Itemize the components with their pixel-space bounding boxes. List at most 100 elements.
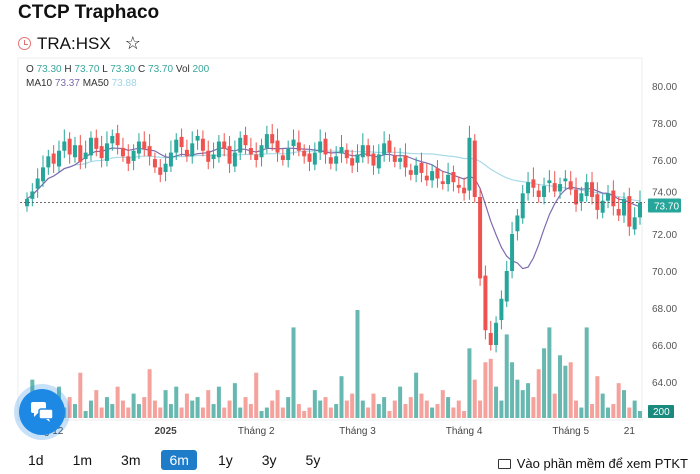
volume-bar [542,348,547,418]
volume-bar [414,372,419,418]
volume-bar [264,407,269,418]
volume-bar [184,393,189,418]
ma50-line [26,149,641,202]
high-label: H [64,64,72,75]
volume-bar [339,376,344,418]
candle-body [488,332,493,345]
open-label: O [26,64,34,75]
volume-bar [302,411,307,418]
volume-bar [286,397,291,418]
volume-bar [152,400,157,418]
volume-bar [440,390,445,418]
candle-body [200,138,205,151]
candle-body [520,193,525,219]
price-tick: 70.00 [652,267,677,278]
candle-body [339,147,344,154]
chat-button[interactable] [14,384,70,440]
volume-bar [590,404,595,418]
last-price-tag [648,198,681,213]
range-selector: 1d 1m 3m 6m 1y 3y 5y [20,450,341,470]
volume-bar [526,383,531,418]
volume-bar [136,404,141,418]
candle-body [526,182,531,194]
candle-body [419,162,424,173]
volume-bar [350,393,355,418]
candle-body [483,275,488,331]
volume-bar [275,390,280,418]
range-5y[interactable]: 5y [305,452,321,468]
candle-body [638,202,642,218]
volume-bar [568,362,573,418]
candle-body [536,190,541,197]
range-1d[interactable]: 1d [28,452,44,468]
volume-bar [126,407,131,418]
candle-body [392,155,397,162]
volume-bar [104,397,109,418]
candle-body [627,196,632,227]
vol-label: Vol [175,64,190,75]
volume-bar [110,404,115,418]
price-tick: 74.00 [652,188,677,199]
candle-body [414,165,419,175]
candle-body [259,145,264,158]
range-6m[interactable]: 6m [161,450,197,470]
candle-body [184,149,189,157]
price-tick: 76.00 [652,156,677,167]
volume-bar [510,362,515,418]
candle-body [371,153,376,166]
candle-body [35,178,40,189]
volume-bar [211,404,216,418]
volume-bar [179,407,184,418]
candle-body [72,145,77,158]
candle-body [83,152,88,160]
volume-bar [99,407,104,418]
volume-bar [360,400,365,418]
volume-bar [456,400,461,418]
volume-bar [504,334,509,418]
candle-body [494,322,499,345]
volume-bar [312,390,317,418]
candle-body [499,298,504,321]
last-volume-tag [648,405,674,418]
candle-body [99,146,104,159]
volume-bar [467,348,472,418]
ma50-label: MA50 [82,78,109,89]
volume-bar [72,404,77,418]
range-1m[interactable]: 1m [72,452,93,468]
candle-body [291,139,296,147]
candle-body [590,182,595,197]
range-3y[interactable]: 3y [261,452,277,468]
open-ptkt-link[interactable]: Vào phần mềm để xem PTKT [497,456,688,471]
price-tick: 64.00 [652,378,677,389]
range-1y[interactable]: 1y [217,452,233,468]
candle-body [584,182,589,197]
ma50-value: 73.88 [111,78,137,89]
high-value: 73.70 [74,64,100,75]
volume-bar [120,400,125,418]
candle-body [328,157,333,164]
candle-body [131,150,136,161]
ma10-value: 73.37 [54,78,80,89]
candle-body [574,189,579,205]
candle-body [334,156,339,164]
volume-bar [611,404,616,418]
candle-body [88,137,93,156]
volume-bar [430,407,435,418]
volume-bar [515,379,520,418]
range-3m[interactable]: 3m [121,452,141,468]
volume-bar [88,400,93,418]
candle-body [62,141,67,151]
volume-bar [574,400,579,418]
volume-bar [398,386,403,418]
star-icon[interactable]: ☆ [124,33,141,53]
close-value: 73.70 [148,64,174,75]
candle-body [40,167,45,182]
candle-body [616,209,621,216]
candle-body [147,146,152,157]
candle-body [579,193,584,202]
volume-bar [483,362,488,418]
candle-body [600,200,605,213]
candle-body [126,156,131,164]
candle-body [510,234,515,271]
volume-bar [259,411,264,418]
